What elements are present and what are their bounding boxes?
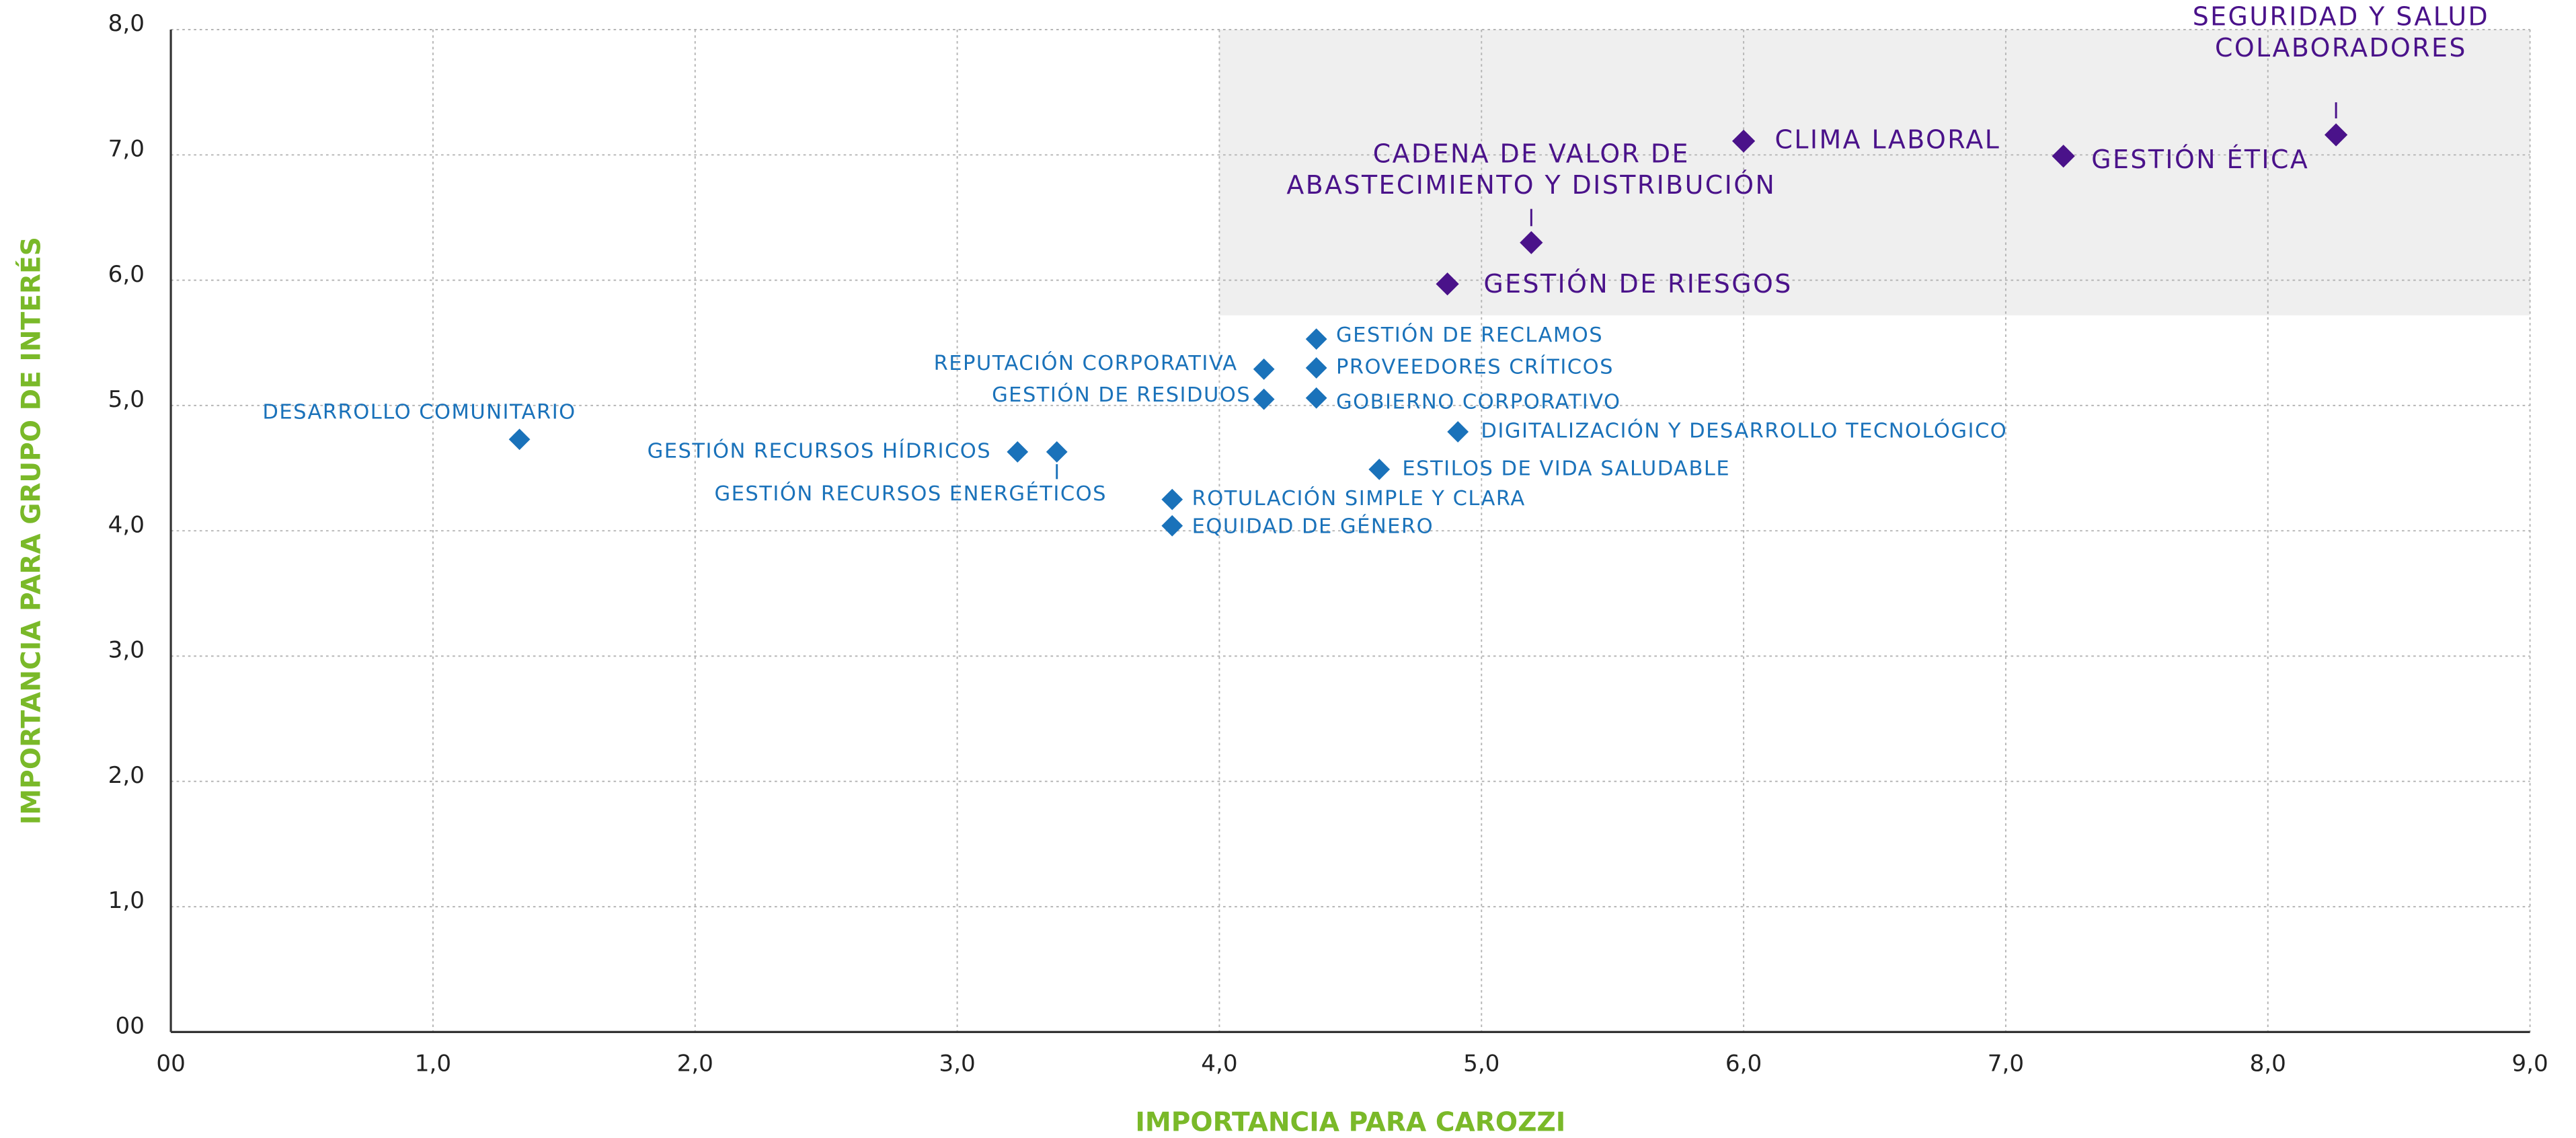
data-point [1447,421,1469,443]
point-label: PROVEEDORES CRÍTICOS [1336,355,1614,379]
point-label: CLIMA LABORAL [1775,124,2001,154]
x-tick-label: 5,0 [1463,1051,1499,1077]
y-tick-label: 1,0 [108,887,145,914]
y-tick-label: 8,0 [108,10,145,37]
point-label: GESTIÓN RECURSOS ENERGÉTICOS [715,481,1107,506]
data-point [1046,441,1068,463]
x-tick-label: 2,0 [677,1051,713,1077]
x-axis-title: IMPORTANCIA PARA CAROZZI [1135,1108,1565,1138]
data-point [1731,129,1756,153]
x-tick-label: 6,0 [1725,1051,1762,1077]
y-tick-label: 6,0 [108,261,145,288]
x-tick-label: 9,0 [2511,1051,2548,1077]
x-tick-label: 7,0 [1988,1051,2024,1077]
x-tick-label: 4,0 [1201,1051,1237,1077]
point-label: CADENA DE VALOR DE [1373,139,1690,169]
data-point [1161,515,1183,537]
y-tick-label: 00 [115,1013,145,1040]
point-label: GESTIÓN DE RIESGOS [1483,269,1792,299]
data-point [1305,387,1327,409]
point-label: GESTIÓN ÉTICA [2091,145,2309,174]
point-label: DIGITALIZACIÓN Y DESARROLLO TECNOLÓGICO [1481,418,2007,443]
y-tick-label: 2,0 [108,762,145,789]
data-point [1305,357,1327,379]
data-point [1253,358,1275,380]
data-point [1305,328,1327,350]
data-point [1368,459,1391,480]
x-tick-label: 8,0 [2250,1051,2286,1077]
point-label: ROTULACIÓN SIMPLE Y CLARA [1192,486,1526,510]
data-point [1253,388,1275,410]
y-tick-label: 5,0 [108,386,145,413]
x-tick-label: 3,0 [939,1051,975,1077]
point-label: GOBIERNO CORPORATIVO [1336,391,1621,414]
point-label: GESTIÓN RECURSOS HÍDRICOS [648,438,992,463]
point-label: EQUIDAD DE GÉNERO [1192,515,1434,539]
point-label: REPUTACIÓN CORPORATIVA [934,350,1238,375]
x-tick-label: 1,0 [415,1051,451,1077]
data-point [2052,145,2075,168]
point-label: COLABORADORES [2215,33,2467,63]
highlight-region [1219,30,2530,315]
point-label: ABASTECIMIENTO Y DISTRIBUCIÓN [1286,170,1776,200]
point-label: ESTILOS DE VIDA SALUDABLE [1402,457,1730,480]
data-point [1007,441,1029,463]
point-label: GESTIÓN DE RECLAMOS [1336,322,1603,347]
y-axis-title: IMPORTANCIA PARA GRUPO DE INTERÉS [15,237,46,825]
data-point [1161,488,1183,510]
y-tick-label: 3,0 [108,637,145,664]
data-point [1520,231,1543,254]
point-label: DESARROLLO COMUNITARIO [262,401,576,424]
y-tick-label: 4,0 [108,511,145,538]
x-tick-label: 00 [156,1051,186,1077]
y-tick-label: 7,0 [108,135,145,162]
point-label: GESTIÓN DE RESIDUOS [992,382,1251,407]
data-point [508,428,531,451]
point-label: SEGURIDAD Y SALUD [2193,2,2489,32]
